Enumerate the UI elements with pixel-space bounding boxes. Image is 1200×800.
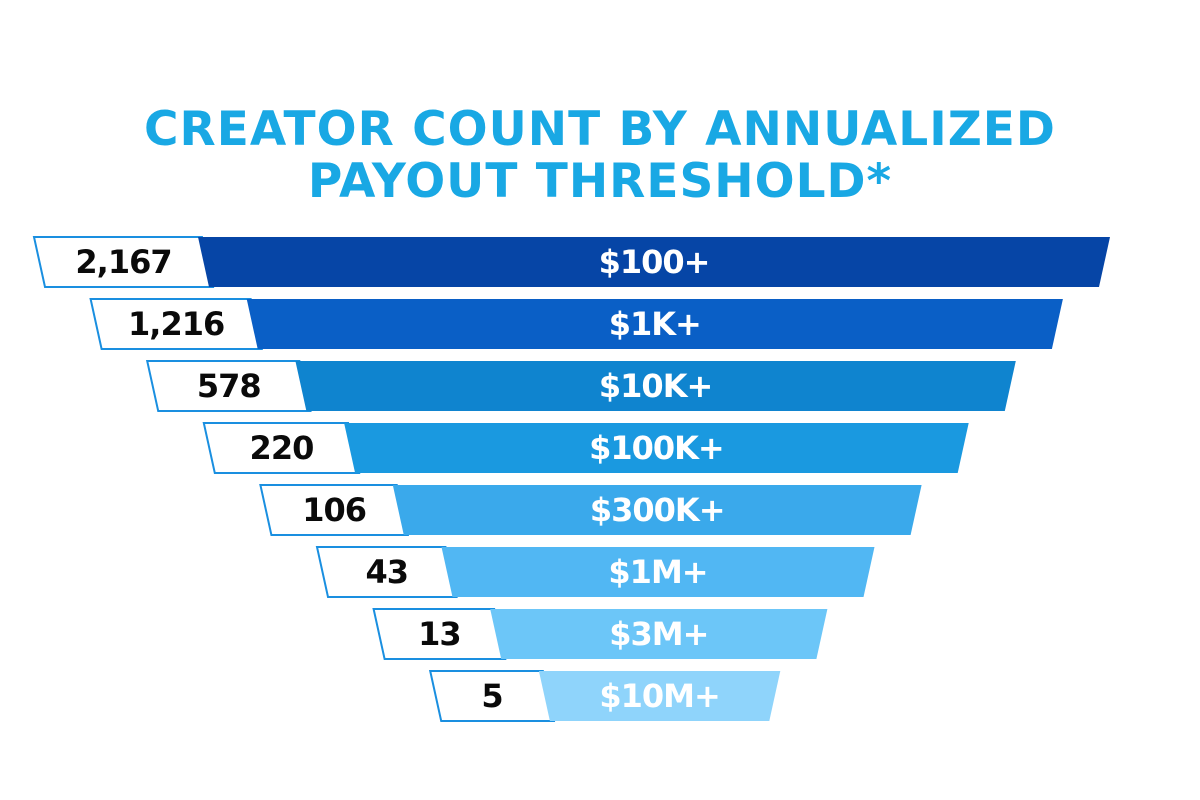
count-label: 43 (365, 553, 408, 591)
threshold-label: $100K+ (589, 429, 724, 467)
chart-title-line-2: PAYOUT THRESHOLD* (307, 154, 893, 209)
threshold-label: $3M+ (609, 615, 708, 653)
funnel-bar (295, 361, 1016, 411)
funnel-bar (198, 237, 1110, 287)
count-label: 13 (418, 615, 461, 653)
funnel-row: 2,167 $100+ (32, 236, 1110, 288)
threshold-label: $300K+ (590, 491, 725, 529)
chart-title: CREATOR COUNT BY ANNUALIZED PAYOUT THRES… (0, 104, 1200, 208)
funnel-bar (392, 485, 922, 535)
funnel-row: 106 $300K+ (259, 484, 922, 536)
funnel-bar (490, 609, 828, 659)
threshold-label: $10M+ (599, 677, 719, 715)
count-label: 5 (481, 677, 502, 715)
count-label: 1,216 (128, 305, 224, 343)
funnel-row: 1,216 $1K+ (89, 298, 1063, 350)
funnel-row: 13 $3M+ (372, 608, 828, 660)
count-label: 106 (302, 491, 366, 529)
funnel-bar (344, 423, 969, 473)
count-label: 220 (250, 429, 314, 467)
funnel-bar (246, 299, 1063, 349)
funnel-row: 578 $10K+ (145, 360, 1016, 412)
funnel-row: 5 $10M+ (428, 670, 781, 722)
count-label: 578 (197, 367, 261, 405)
funnel-bar (441, 547, 875, 597)
threshold-label: $100+ (599, 243, 710, 281)
threshold-label: $1M+ (608, 553, 707, 591)
threshold-label: $1K+ (609, 305, 701, 343)
chart-title-line-1: CREATOR COUNT BY ANNUALIZED (144, 102, 1056, 157)
funnel-rows: 2,167 $100+ 1,216 $1K+ 578 $10K+ 220 $100K+ 106 $… (32, 236, 1110, 722)
funnel-bar (538, 671, 781, 721)
threshold-label: $10K+ (599, 367, 712, 405)
funnel-row: 43 $1M+ (315, 546, 875, 598)
funnel-row: 220 $100K+ (202, 422, 969, 474)
count-label: 2,167 (75, 243, 171, 281)
